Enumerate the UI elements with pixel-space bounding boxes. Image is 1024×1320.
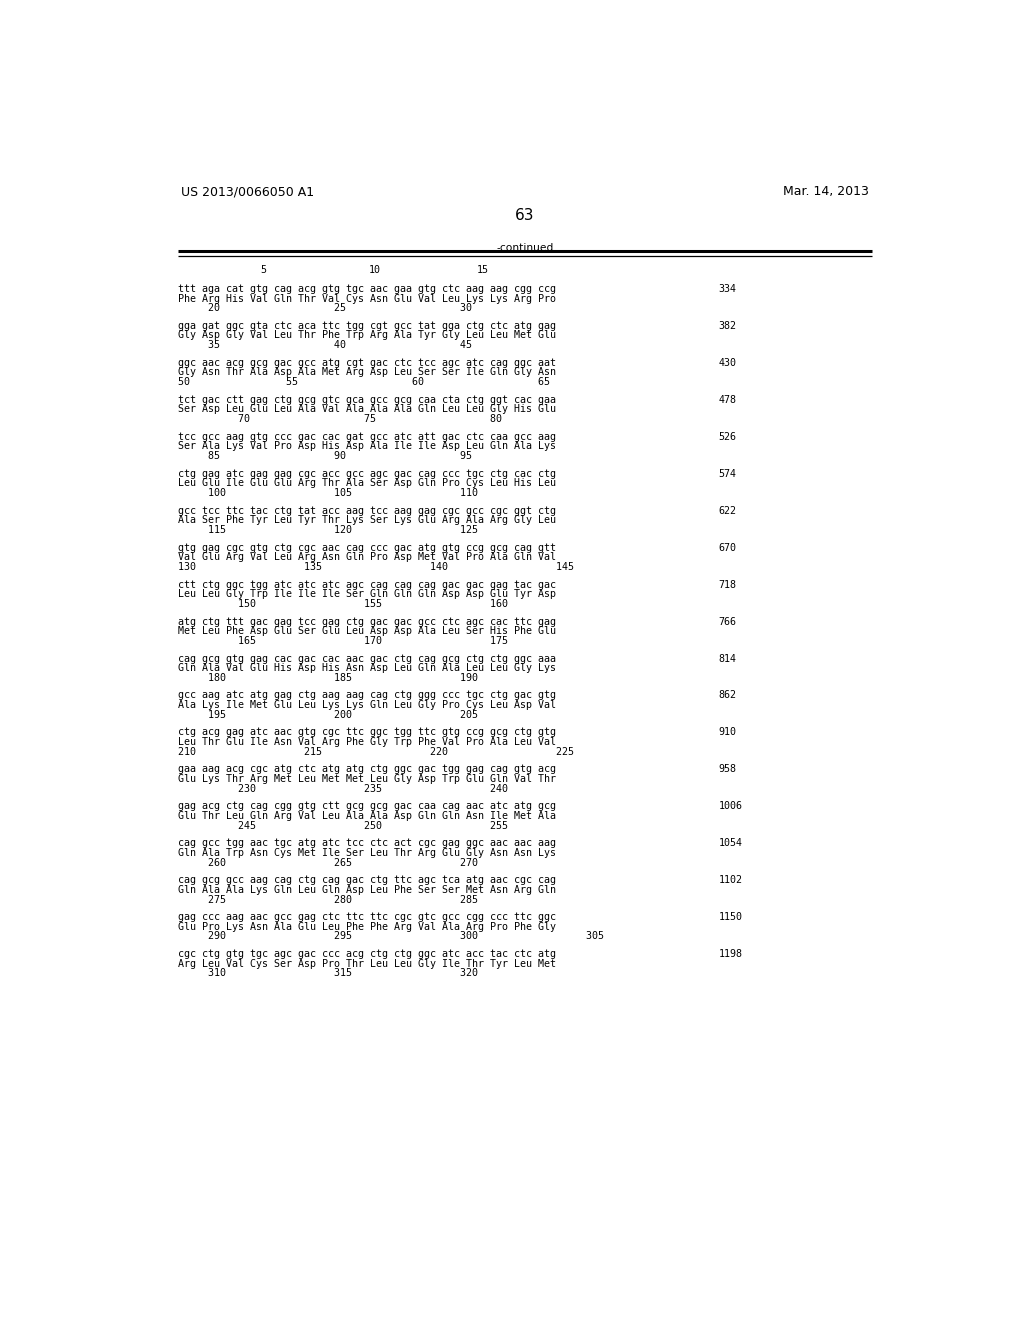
Text: 910: 910 <box>719 727 736 738</box>
Text: Ala Ser Phe Tyr Leu Tyr Thr Lys Ser Lys Glu Arg Ala Arg Gly Leu: Ala Ser Phe Tyr Leu Tyr Thr Lys Ser Lys … <box>177 515 556 525</box>
Text: 574: 574 <box>719 469 736 479</box>
Text: 1198: 1198 <box>719 949 742 960</box>
Text: 5: 5 <box>261 265 266 276</box>
Text: 670: 670 <box>719 543 736 553</box>
Text: 718: 718 <box>719 579 736 590</box>
Text: 382: 382 <box>719 321 736 331</box>
Text: 15: 15 <box>477 265 488 276</box>
Text: ctg gag atc gag gag cgc acc gcc agc gac cag ccc tgc ctg cac ctg: ctg gag atc gag gag cgc acc gcc agc gac … <box>177 469 556 479</box>
Text: Met Leu Phe Asp Glu Ser Glu Leu Asp Asp Ala Leu Ser His Phe Glu: Met Leu Phe Asp Glu Ser Glu Leu Asp Asp … <box>177 626 556 636</box>
Text: ctt ctg ggc tgg atc atc atc agc cag cag cag gac gac gag tac gac: ctt ctg ggc tgg atc atc atc agc cag cag … <box>177 579 556 590</box>
Text: 230                  235                  240: 230 235 240 <box>177 784 508 793</box>
Text: 130                  135                  140                  145: 130 135 140 145 <box>177 562 573 572</box>
Text: 10: 10 <box>369 265 381 276</box>
Text: 260                  265                  270: 260 265 270 <box>177 858 477 867</box>
Text: Gln Ala Trp Asn Cys Met Ile Ser Leu Thr Arg Glu Gly Asn Asn Lys: Gln Ala Trp Asn Cys Met Ile Ser Leu Thr … <box>177 847 556 858</box>
Text: 70                   75                   80: 70 75 80 <box>177 414 502 424</box>
Text: 1102: 1102 <box>719 875 742 886</box>
Text: ctg acg gag atc aac gtg cgc ttc ggc tgg ttc gtg ccg gcg ctg gtg: ctg acg gag atc aac gtg cgc ttc ggc tgg … <box>177 727 556 738</box>
Text: 85                   90                   95: 85 90 95 <box>177 451 472 461</box>
Text: atg ctg ttt gac gag tcc gag ctg gac gac gcc ctc agc cac ttc gag: atg ctg ttt gac gag tcc gag ctg gac gac … <box>177 616 556 627</box>
Text: Arg Leu Val Cys Ser Asp Pro Thr Leu Leu Gly Ile Thr Tyr Leu Met: Arg Leu Val Cys Ser Asp Pro Thr Leu Leu … <box>177 958 556 969</box>
Text: tcc gcc aag gtg ccc gac cac gat gcc atc att gac ctc caa gcc aag: tcc gcc aag gtg ccc gac cac gat gcc atc … <box>177 432 556 442</box>
Text: cag gcg gtg gag cac gac cac aac gac ctg cag gcg ctg ctg ggc aaa: cag gcg gtg gag cac gac cac aac gac ctg … <box>177 653 556 664</box>
Text: 958: 958 <box>719 764 736 775</box>
Text: Gln Ala Val Glu His Asp His Asn Asp Leu Gln Ala Leu Leu Gly Lys: Gln Ala Val Glu His Asp His Asn Asp Leu … <box>177 663 556 673</box>
Text: 1006: 1006 <box>719 801 742 812</box>
Text: Gly Asp Gly Val Leu Thr Phe Trp Arg Ala Tyr Gly Leu Leu Met Glu: Gly Asp Gly Val Leu Thr Phe Trp Arg Ala … <box>177 330 556 341</box>
Text: 63: 63 <box>515 209 535 223</box>
Text: Glu Lys Thr Arg Met Leu Met Met Leu Gly Asp Trp Glu Gln Val Thr: Glu Lys Thr Arg Met Leu Met Met Leu Gly … <box>177 774 556 784</box>
Text: gag acg ctg cag cgg gtg ctt gcg gcg gac caa cag aac atc atg gcg: gag acg ctg cag cgg gtg ctt gcg gcg gac … <box>177 801 556 812</box>
Text: 430: 430 <box>719 358 736 368</box>
Text: cag gcc tgg aac tgc atg atc tcc ctc act cgc gag ggc aac aac aag: cag gcc tgg aac tgc atg atc tcc ctc act … <box>177 838 556 849</box>
Text: Leu Thr Glu Ile Asn Val Arg Phe Gly Trp Phe Val Pro Ala Leu Val: Leu Thr Glu Ile Asn Val Arg Phe Gly Trp … <box>177 737 556 747</box>
Text: Ser Ala Lys Val Pro Asp His Asp Ala Ile Ile Asp Leu Gln Ala Lys: Ser Ala Lys Val Pro Asp His Asp Ala Ile … <box>177 441 556 451</box>
Text: Leu Glu Ile Glu Glu Arg Thr Ala Ser Asp Gln Pro Cys Leu His Leu: Leu Glu Ile Glu Glu Arg Thr Ala Ser Asp … <box>177 478 556 488</box>
Text: 275                  280                  285: 275 280 285 <box>177 895 477 904</box>
Text: 210                  215                  220                  225: 210 215 220 225 <box>177 747 573 756</box>
Text: 766: 766 <box>719 616 736 627</box>
Text: tct gac ctt gag ctg gcg gtc gca gcc gcg caa cta ctg ggt cac gaa: tct gac ctt gag ctg gcg gtc gca gcc gcg … <box>177 395 556 405</box>
Text: ttt aga cat gtg cag acg gtg tgc aac gaa gtg ctc aag aag cgg ccg: ttt aga cat gtg cag acg gtg tgc aac gaa … <box>177 284 556 294</box>
Text: 20                   25                   30: 20 25 30 <box>177 304 472 313</box>
Text: 526: 526 <box>719 432 736 442</box>
Text: Gly Asn Thr Ala Asp Ala Met Arg Asp Leu Ser Ser Ile Gln Gly Asn: Gly Asn Thr Ala Asp Ala Met Arg Asp Leu … <box>177 367 556 378</box>
Text: -continued: -continued <box>496 243 554 253</box>
Text: Ala Lys Ile Met Glu Leu Lys Lys Gln Leu Gly Pro Cys Leu Asp Val: Ala Lys Ile Met Glu Leu Lys Lys Gln Leu … <box>177 700 556 710</box>
Text: gaa aag acg cgc atg ctc atg atg ctg ggc gac tgg gag cag gtg acg: gaa aag acg cgc atg ctc atg atg ctg ggc … <box>177 764 556 775</box>
Text: 35                   40                   45: 35 40 45 <box>177 341 472 350</box>
Text: gga gat ggc gta ctc aca ttc tgg cgt gcc tat gga ctg ctc atg gag: gga gat ggc gta ctc aca ttc tgg cgt gcc … <box>177 321 556 331</box>
Text: Glu Pro Lys Asn Ala Glu Leu Phe Phe Arg Val Ala Arg Pro Phe Gly: Glu Pro Lys Asn Ala Glu Leu Phe Phe Arg … <box>177 921 556 932</box>
Text: Val Glu Arg Val Leu Arg Asn Gln Pro Asp Met Val Pro Ala Gln Val: Val Glu Arg Val Leu Arg Asn Gln Pro Asp … <box>177 552 556 562</box>
Text: 245                  250                  255: 245 250 255 <box>177 821 508 830</box>
Text: gcc tcc ttc tac ctg tat acc aag tcc aag gag cgc gcc cgc ggt ctg: gcc tcc ttc tac ctg tat acc aag tcc aag … <box>177 506 556 516</box>
Text: 180                  185                  190: 180 185 190 <box>177 673 477 682</box>
Text: Mar. 14, 2013: Mar. 14, 2013 <box>783 185 869 198</box>
Text: ggc aac acg gcg gac gcc atg cgt gac ctc tcc agc atc cag ggc aat: ggc aac acg gcg gac gcc atg cgt gac ctc … <box>177 358 556 368</box>
Text: 1054: 1054 <box>719 838 742 849</box>
Text: gcc aag atc atg gag ctg aag aag cag ctg ggg ccc tgc ctg gac gtg: gcc aag atc atg gag ctg aag aag cag ctg … <box>177 690 556 701</box>
Text: 100                  105                  110: 100 105 110 <box>177 488 477 498</box>
Text: 150                  155                  160: 150 155 160 <box>177 599 508 609</box>
Text: 165                  170                  175: 165 170 175 <box>177 636 508 645</box>
Text: Leu Leu Gly Trp Ile Ile Ile Ser Gln Gln Gln Asp Asp Glu Tyr Asp: Leu Leu Gly Trp Ile Ile Ile Ser Gln Gln … <box>177 589 556 599</box>
Text: Gln Ala Ala Lys Gln Leu Gln Asp Leu Phe Ser Ser Met Asn Arg Gln: Gln Ala Ala Lys Gln Leu Gln Asp Leu Phe … <box>177 884 556 895</box>
Text: 478: 478 <box>719 395 736 405</box>
Text: US 2013/0066050 A1: US 2013/0066050 A1 <box>180 185 313 198</box>
Text: 115                  120                  125: 115 120 125 <box>177 525 477 535</box>
Text: 1150: 1150 <box>719 912 742 923</box>
Text: 310                  315                  320: 310 315 320 <box>177 969 477 978</box>
Text: 622: 622 <box>719 506 736 516</box>
Text: 195                  200                  205: 195 200 205 <box>177 710 477 719</box>
Text: Ser Asp Leu Glu Leu Ala Val Ala Ala Ala Gln Leu Leu Gly His Glu: Ser Asp Leu Glu Leu Ala Val Ala Ala Ala … <box>177 404 556 414</box>
Text: 862: 862 <box>719 690 736 701</box>
Text: cag gcg gcc aag cag ctg cag gac ctg ttc agc tca atg aac cgc cag: cag gcg gcc aag cag ctg cag gac ctg ttc … <box>177 875 556 886</box>
Text: 814: 814 <box>719 653 736 664</box>
Text: Phe Arg His Val Gln Thr Val Cys Asn Glu Val Leu Lys Lys Arg Pro: Phe Arg His Val Gln Thr Val Cys Asn Glu … <box>177 293 556 304</box>
Text: 290                  295                  300                  305: 290 295 300 305 <box>177 932 603 941</box>
Text: gag ccc aag aac gcc gag ctc ttc ttc cgc gtc gcc cgg ccc ttc ggc: gag ccc aag aac gcc gag ctc ttc ttc cgc … <box>177 912 556 923</box>
Text: gtg gag cgc gtg ctg cgc aac cag ccc gac atg gtg ccg gcg cag gtt: gtg gag cgc gtg ctg cgc aac cag ccc gac … <box>177 543 556 553</box>
Text: 334: 334 <box>719 284 736 294</box>
Text: Glu Thr Leu Gln Arg Val Leu Ala Ala Asp Gln Gln Asn Ile Met Ala: Glu Thr Leu Gln Arg Val Leu Ala Ala Asp … <box>177 810 556 821</box>
Text: cgc ctg gtg tgc agc gac ccc acg ctg ctg ggc atc acc tac ctc atg: cgc ctg gtg tgc agc gac ccc acg ctg ctg … <box>177 949 556 960</box>
Text: 50                55                   60                   65: 50 55 60 65 <box>177 378 550 387</box>
